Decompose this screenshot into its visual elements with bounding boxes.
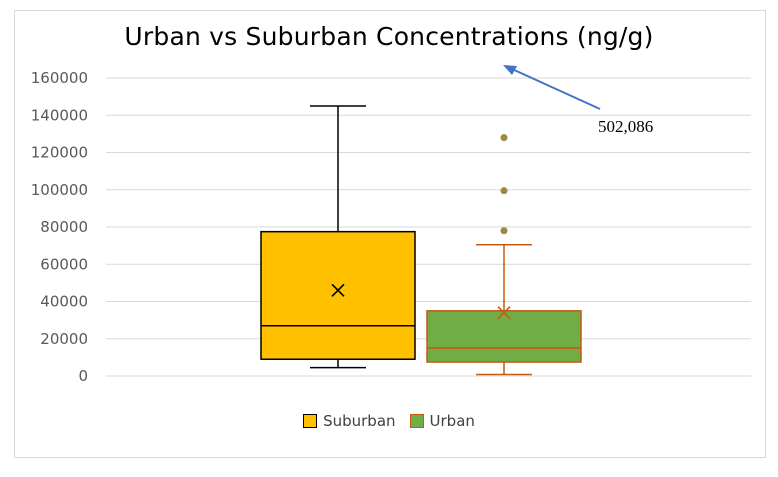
y-tick-label: 160000 (31, 69, 88, 87)
mean-marker-urban (497, 306, 511, 320)
y-tick-label: 120000 (31, 144, 88, 162)
y-tick-label: 60000 (40, 255, 88, 273)
outlier-point-urban (500, 134, 508, 142)
y-tick-label: 20000 (40, 330, 88, 348)
legend-item-suburban: Suburban (303, 412, 396, 430)
y-tick-label: 140000 (31, 106, 88, 124)
legend-swatch-urban (409, 414, 424, 428)
legend-swatch-suburban (303, 414, 318, 428)
chart-title: Urban vs Suburban Concentrations (ng/g) (124, 22, 654, 51)
annotation-label: 502,086 (598, 117, 653, 136)
y-tick-label: 40000 (40, 293, 88, 311)
legend: Suburban Urban (0, 412, 778, 430)
y-tick-label: 0 (78, 367, 88, 385)
mean-marker-suburban (331, 283, 345, 297)
outlier-point-urban (500, 187, 508, 195)
legend-label-urban: Urban (429, 412, 475, 430)
legend-item-urban: Urban (409, 412, 475, 430)
y-tick-label: 80000 (40, 218, 88, 236)
legend-label-suburban: Suburban (323, 412, 396, 430)
box-suburban (260, 230, 416, 360)
box-urban (426, 310, 582, 363)
annotation-arrowhead (503, 65, 517, 75)
y-tick-label: 100000 (31, 181, 88, 199)
annotation-arrow (511, 68, 601, 110)
outlier-point-urban (500, 227, 508, 235)
